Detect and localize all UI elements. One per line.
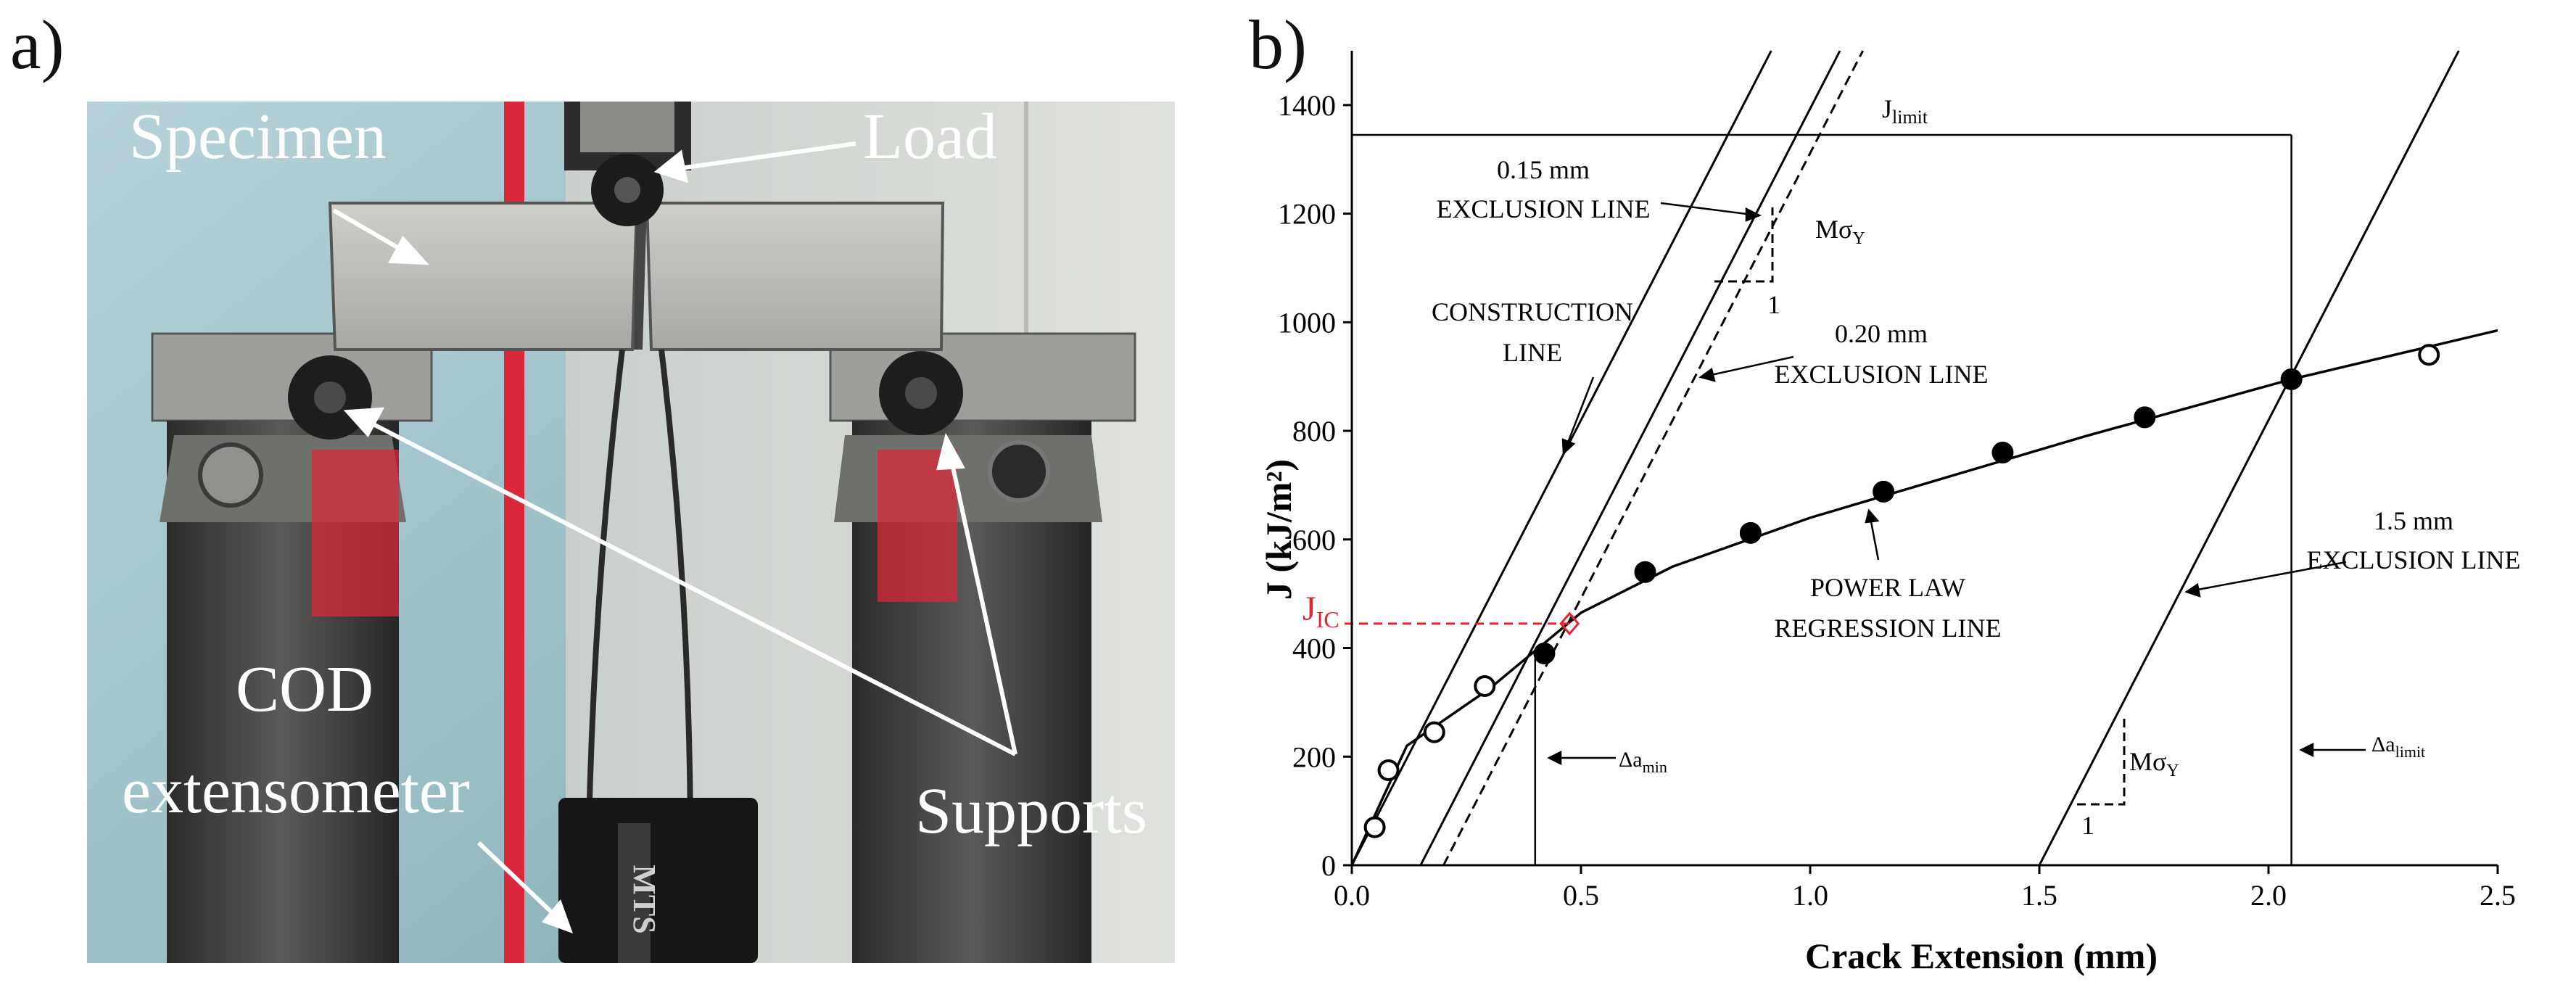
annot-excl015-line1: 0.15 mm [1497,155,1590,184]
annotation-leaders [1547,202,2366,766]
axis-labels: Crack Extension (mm) J (kJ/m²) [1258,459,2158,976]
annot-jlimit: Jlimit [1882,94,1928,128]
cod-arrow [476,841,557,917]
specimen-bar [328,202,945,351]
photo-arrows [332,141,1017,934]
extensometer-body [558,798,758,963]
data-point-valid [1739,521,1762,544]
annot-one-lower: 1 [2081,811,2094,840]
chart-lines [1345,50,2498,866]
jr-curve-chart: 0.0 0.5 1.0 1.5 2.0 2.5 0 200 400 600 800 1000 1200 1… [1258,50,2520,976]
y-axis-label: J (kJ/m²) [1258,459,1299,600]
y-tick-label: 600 [1292,524,1336,556]
test-setup-photo: MTS Specimen Load COD extensometer Suppo… [87,101,1175,963]
y-tick-label: 1400 [1278,89,1336,122]
y-tick-label: 400 [1292,632,1336,665]
exclusion-line-1-5mm [2038,50,2460,866]
data-point-valid [1991,442,2014,464]
gauge-text: MTS [627,865,662,933]
specimen-label: Specimen [129,101,387,173]
load-label: Load [863,101,997,173]
jic-marker [1559,611,1580,636]
annot-excl020-line1: 0.20 mm [1835,319,1928,348]
annot-excl15-line2: EXCLUSION LINE [2307,545,2521,574]
slope-triangles [1714,207,2126,806]
y-tick-label: 800 [1292,415,1336,447]
x-axis-label: Crack Extension (mm) [1805,936,2158,976]
x-tick-label: 2.5 [2480,879,2516,912]
photo-labels: Specimen Load COD extensometer Supports [122,101,1147,847]
annot-excl015-line2: EXCLUSION LINE [1437,194,1651,223]
x-tick-label: 1.0 [1792,879,1828,912]
cod-extensometer: MTS [558,349,758,963]
chart-ticks: 0.0 0.5 1.0 1.5 2.0 2.5 0 200 400 600 800 1000 1200 1… [1278,89,2516,912]
panel-a-label: a) [10,6,65,83]
annot-powerlaw-line2: REGRESSION LINE [1775,614,2002,643]
chart-annotations: 0.15 mm EXCLUSION LINE CONSTRUCTION LINE… [1303,94,2520,840]
left-support-arrow [365,418,1017,756]
data-point-excluded [1474,674,1496,697]
chart-points [1363,344,2440,838]
exclusion-line-0-15mm [1419,50,1841,866]
data-point-valid [1533,643,1556,665]
cod-label-line2: extensometer [122,755,470,827]
annot-one-upper: 1 [1767,290,1780,319]
annot-excl15-line1: 1.5 mm [2374,506,2453,535]
annot-da-min: Δamin [1619,748,1667,776]
data-point-excluded [1377,759,1400,781]
supports-label: Supports [915,775,1147,847]
data-point-valid [1634,561,1656,583]
data-point-excluded [2418,344,2440,366]
chart-axes [1350,51,2498,867]
x-tick-label: 1.5 [2021,879,2057,912]
specimen-arrow [332,208,408,255]
x-tick-label: 2.0 [2250,879,2287,912]
annot-powerlaw-line1: POWER LAW [1810,573,1965,602]
load-fixture [564,102,691,226]
exclusion-line-0-20mm [1442,50,1865,866]
x-tick-label: 0.5 [1563,879,1599,912]
x-tick-label: 0.0 [1334,879,1370,912]
data-point-valid [2134,406,2156,429]
panel-b-label: b) [1249,6,1307,83]
construction-line [1350,50,1772,866]
cod-label-line1: COD [236,653,373,725]
annot-jic: JIC [1303,590,1339,632]
annot-msigma-upper: MσY [1815,215,1865,248]
annot-construction-line2: LINE [1503,338,1562,367]
annot-excl020-line2: EXCLUSION LINE [1775,360,1989,389]
load-arrow [680,141,856,170]
y-tick-label: 1000 [1278,306,1336,339]
data-point-valid [2280,368,2303,390]
annot-msigma-lower: MσY [2129,747,2179,780]
power-law-regression-curve [1350,329,2498,866]
data-point-excluded [1363,816,1386,838]
data-point-excluded [1423,721,1445,743]
y-tick-label: 200 [1292,740,1336,773]
left-support-fixture [151,332,433,963]
data-point-valid [1873,480,1895,503]
annot-da-limit: Δalimit [2371,733,2425,761]
annot-construction-line1: CONSTRUCTION [1432,297,1633,326]
right-support-arrow [949,460,1017,755]
right-support-fixture [829,332,1136,963]
y-tick-label: 1200 [1278,198,1336,231]
y-tick-label: 0 [1321,849,1336,882]
